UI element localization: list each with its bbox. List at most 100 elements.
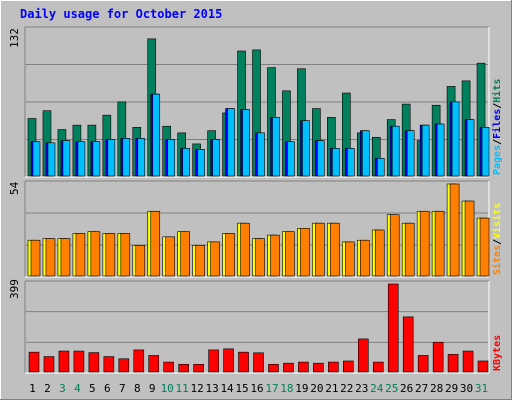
bar-sites-day-10 (165, 236, 176, 277)
x-tick-day-8: 8 (134, 382, 141, 395)
bar-kbytes-day-10 (163, 361, 175, 373)
x-tick-day-9: 9 (149, 382, 156, 395)
bar-pages-day-13 (212, 139, 220, 177)
bar-kbytes-day-6 (103, 356, 115, 373)
bar-pages-day-31 (481, 127, 490, 177)
bar-kbytes-day-13 (208, 349, 219, 373)
bar-kbytes-day-29 (447, 354, 459, 373)
x-tick-day-16: 16 (250, 382, 263, 395)
bar-sites-day-1 (30, 239, 41, 277)
x-tick-day-7: 7 (119, 382, 126, 395)
bar-sites-day-28 (434, 210, 445, 277)
bottom-ymax-label: 399 (8, 279, 21, 299)
bar-sites-day-5 (90, 231, 101, 277)
bars (27, 38, 490, 373)
bar-sites-day-24 (374, 229, 385, 277)
bar-kbytes-day-20 (313, 362, 324, 373)
bar-pages-day-23 (361, 130, 370, 177)
bar-kbytes-day-22 (343, 360, 354, 373)
bar-sites-day-17 (270, 234, 280, 277)
bar-pages-day-9 (152, 93, 161, 177)
bar-pages-day-30 (466, 119, 475, 177)
bar-pages-day-22 (347, 148, 355, 177)
bar-kbytes-day-31 (477, 360, 489, 373)
bar-sites-day-6 (105, 233, 116, 277)
bar-sites-day-19 (300, 227, 310, 277)
x-tick-day-3: 3 (59, 382, 66, 395)
bar-sites-day-9 (150, 210, 161, 277)
x-tick-day-18: 18 (280, 382, 293, 395)
chart-title: Daily usage for October 2015 (20, 7, 222, 21)
x-tick-day-20: 20 (310, 382, 323, 395)
x-tick-day-2: 2 (44, 382, 51, 395)
bar-kbytes-day-26 (402, 316, 414, 373)
x-tick-day-23: 23 (355, 382, 368, 395)
bar-sites-day-20 (315, 222, 325, 277)
bar-kbytes-day-7 (118, 358, 130, 373)
bar-pages-day-24 (376, 158, 385, 177)
bar-kbytes-day-14 (223, 348, 234, 373)
top-legend: Pages/Files/Hits (491, 79, 503, 175)
legend-separator: / (492, 139, 503, 145)
bar-kbytes-day-25 (387, 283, 399, 373)
bottom-legend: KBytes (492, 335, 503, 371)
bar-sites-day-4 (75, 233, 86, 277)
bar-kbytes-day-27 (417, 355, 429, 373)
bar-pages-day-20 (317, 140, 325, 177)
bar-pages-day-3 (62, 140, 71, 177)
legend-visits: Visits (491, 203, 503, 239)
x-tick-day-29: 29 (445, 382, 458, 395)
bar-kbytes-day-11 (178, 363, 189, 373)
bar-sites-day-25 (389, 214, 400, 277)
bar-kbytes-day-3 (58, 350, 70, 373)
x-tick-day-19: 19 (295, 382, 308, 395)
bar-pages-day-15 (242, 109, 250, 177)
bar-sites-day-31 (479, 217, 490, 277)
bar-kbytes-day-2 (43, 356, 55, 373)
bar-sites-day-18 (285, 231, 295, 277)
bar-pages-day-5 (92, 141, 101, 177)
bar-sites-day-22 (345, 241, 355, 277)
x-tick-day-14: 14 (220, 382, 234, 395)
bar-sites-day-11 (180, 231, 190, 277)
bar-kbytes-day-24 (372, 361, 384, 373)
x-tick-labels: 1 2 3 4 5 6 7 8 9 10 11 12 13 14 15 16 17 18 19 20 21 22 23 24 2… (29, 382, 488, 395)
bar-sites-day-29 (449, 183, 460, 277)
bar-kbytes-day-15 (238, 351, 249, 373)
bar-pages-day-19 (302, 120, 310, 177)
legend-separator: / (492, 103, 503, 109)
bar-pages-day-18 (287, 141, 295, 177)
bar-sites-day-16 (255, 238, 265, 277)
x-tick-day-21: 21 (325, 382, 338, 395)
middle-ymax-label: 54 (8, 181, 21, 195)
x-tick-day-5: 5 (89, 382, 96, 395)
x-tick-day-11: 11 (176, 382, 189, 395)
bar-kbytes-day-4 (73, 350, 85, 373)
x-tick-day-24: 24 (370, 382, 384, 395)
bar-pages-day-8 (137, 138, 146, 177)
bar-pages-day-12 (197, 149, 205, 177)
bar-pages-day-26 (406, 130, 415, 177)
legend-pages: Pages (492, 145, 503, 175)
bar-kbytes-day-19 (298, 361, 309, 373)
legend-hits: Hits (491, 79, 503, 103)
bar-pages-day-4 (77, 141, 86, 177)
bar-pages-day-27 (421, 124, 430, 177)
legend-separator: / (492, 239, 503, 245)
bar-pages-day-10 (167, 139, 176, 177)
bar-pages-day-25 (391, 125, 400, 177)
bar-sites-day-3 (60, 238, 71, 277)
x-tick-day-15: 15 (235, 382, 248, 395)
bar-sites-day-12 (195, 245, 205, 277)
x-tick-day-10: 10 (161, 382, 174, 395)
x-tick-day-30: 30 (460, 382, 473, 395)
bar-sites-day-7 (120, 233, 131, 277)
bar-kbytes-day-9 (148, 355, 160, 373)
bar-kbytes-day-8 (133, 349, 145, 373)
bar-pages-day-1 (32, 141, 41, 177)
bar-sites-day-30 (464, 200, 475, 277)
bar-pages-day-7 (122, 138, 131, 177)
legend-sites: Sites (491, 245, 503, 275)
bar-sites-day-8 (135, 245, 146, 277)
